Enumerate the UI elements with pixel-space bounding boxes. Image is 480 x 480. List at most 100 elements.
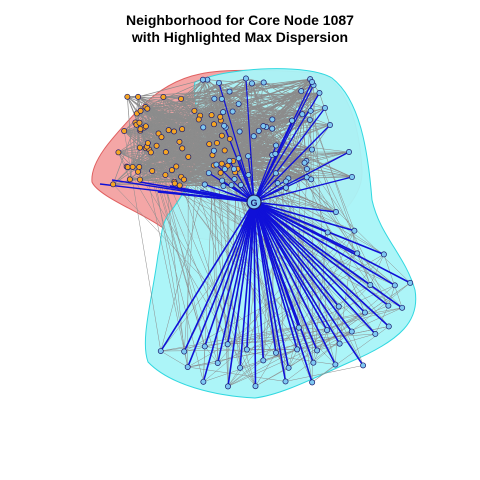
blue-node: [205, 170, 212, 176]
edge: [147, 108, 199, 120]
title-line-1: Neighborhood for Core Node 1087: [126, 12, 354, 28]
edge: [148, 149, 206, 347]
highlighted-edge: [218, 82, 255, 203]
edge: [129, 129, 141, 180]
edge: [124, 130, 254, 137]
blue-node: [213, 161, 220, 168]
blue-node: [282, 378, 289, 385]
highlighted-edge: [253, 201, 265, 361]
blue-node: [219, 177, 226, 184]
blue-node: [349, 174, 355, 180]
edge: [234, 92, 320, 173]
edge: [388, 285, 396, 306]
blue-node: [399, 304, 406, 311]
edge: [227, 333, 376, 345]
orange-node: [158, 134, 165, 141]
edge: [144, 127, 350, 153]
blue-node: [289, 117, 296, 124]
orange-node: [137, 176, 143, 183]
orange-node: [206, 141, 213, 148]
blue-node: [295, 324, 302, 331]
blue-node: [351, 227, 358, 234]
blue-node: [309, 379, 316, 386]
blue-node: [221, 166, 228, 173]
blue-node: [324, 229, 331, 236]
blue-node: [380, 251, 387, 258]
blue-node: [332, 361, 339, 368]
edge: [285, 331, 352, 382]
highlighted-edge: [199, 189, 255, 203]
edge: [311, 85, 314, 383]
orange-node: [179, 145, 186, 152]
blue-node: [273, 142, 279, 149]
edge: [137, 171, 248, 350]
highlighted-edge: [253, 151, 350, 203]
edge: [207, 79, 252, 84]
highlighted-edge: [253, 201, 396, 287]
edge: [370, 254, 385, 286]
highlighted-edge: [253, 201, 353, 333]
edge: [251, 83, 355, 231]
blue-node: [269, 125, 276, 132]
edge: [291, 90, 302, 121]
blue-node: [220, 183, 227, 189]
orange-node: [218, 160, 225, 167]
orange-node: [124, 93, 131, 100]
edge: [160, 350, 188, 368]
edge: [351, 331, 364, 366]
blue-node: [237, 364, 244, 371]
edge: [311, 149, 389, 306]
highlighted-edge: [253, 201, 364, 366]
edge: [123, 130, 148, 147]
blue-node: [354, 250, 361, 257]
orange-node: [110, 181, 117, 188]
blue-node: [260, 357, 267, 364]
blue-node: [282, 178, 289, 185]
blue-node: [327, 122, 333, 128]
edge: [165, 174, 256, 387]
blue-node: [298, 88, 305, 95]
blue-node: [245, 153, 252, 160]
blue-node: [243, 75, 249, 82]
blue-node: [252, 383, 259, 390]
blue-node: [229, 108, 236, 115]
edge: [163, 81, 313, 98]
highlighted-edge: [253, 201, 376, 335]
highlighted-edge: [253, 201, 390, 328]
highlighted-edge: [253, 201, 300, 328]
edge: [183, 115, 201, 352]
edge: [227, 331, 352, 345]
edge: [213, 150, 218, 364]
orange-node: [153, 142, 160, 149]
edge: [224, 151, 350, 170]
edge: [187, 326, 389, 368]
edge: [338, 254, 385, 307]
orange-node: [171, 128, 177, 135]
blue-node: [361, 309, 368, 316]
orange-node: [160, 94, 167, 100]
blue-node: [260, 79, 267, 86]
edge: [275, 312, 366, 354]
blue-node: [333, 209, 339, 215]
blue-node: [228, 182, 235, 189]
edge: [145, 126, 188, 368]
edge: [229, 91, 326, 109]
highlighted-edge: [253, 201, 337, 365]
blue-node: [211, 95, 218, 102]
orange-node: [208, 112, 215, 119]
edge: [127, 166, 223, 181]
blue-node: [235, 155, 242, 162]
edge: [180, 79, 204, 100]
orange-node: [136, 119, 143, 126]
highlighted-edge: [157, 191, 255, 203]
edge: [316, 285, 396, 351]
orange-node: [217, 169, 224, 176]
blue-node: [310, 359, 317, 366]
edge: [229, 91, 273, 120]
blue-node: [367, 282, 374, 288]
blue-node: [322, 105, 328, 111]
blue-node: [231, 176, 238, 183]
orange-node: [126, 176, 133, 183]
blue-node: [283, 184, 289, 191]
blue-node: [272, 150, 279, 157]
